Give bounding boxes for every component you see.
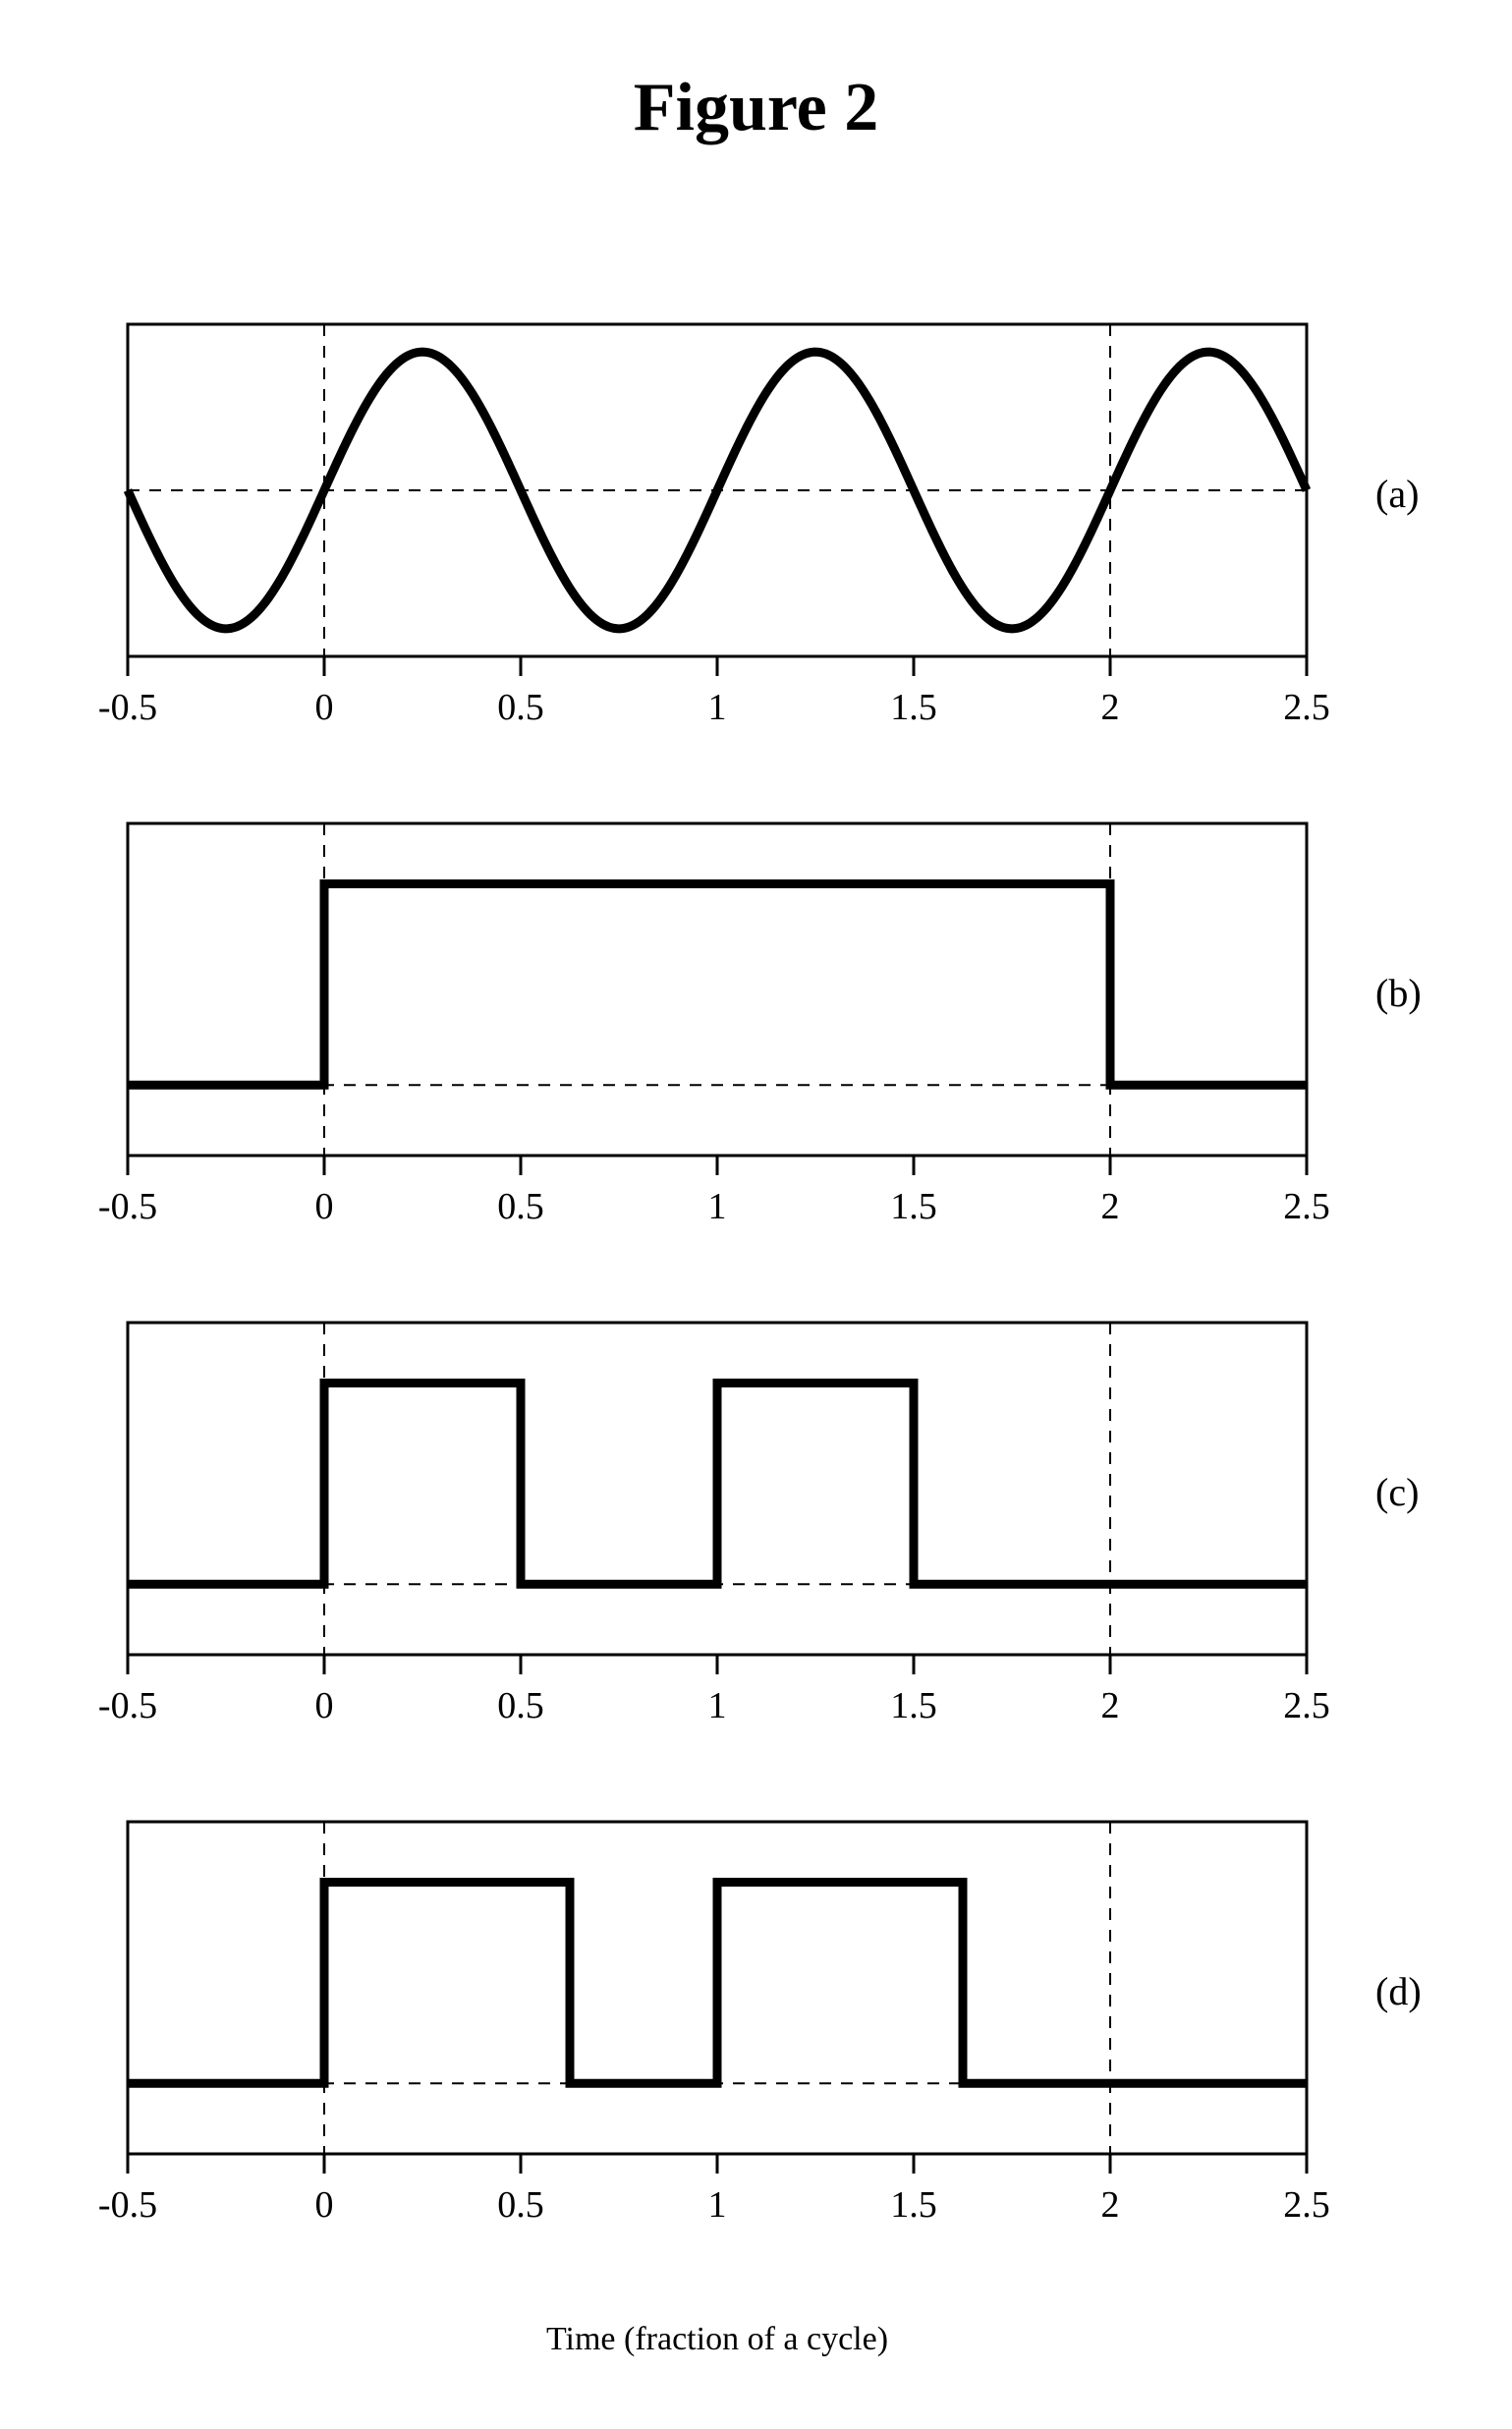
xtick-label: 1.5 xyxy=(890,2184,937,2226)
signal xyxy=(128,1383,1307,1584)
panel-d: -0.500.511.522.5 xyxy=(128,1822,1307,2154)
panel-svg: -0.500.511.522.5 xyxy=(128,1822,1307,2232)
figure-title: Figure 2 xyxy=(0,69,1512,147)
xtick-label: 0 xyxy=(315,1685,334,1726)
xtick-label: 1.5 xyxy=(890,687,937,728)
panel-svg: -0.500.511.522.5 xyxy=(128,324,1307,735)
x-axis-label: Time (fraction of a cycle) xyxy=(128,2321,1307,2358)
xtick-label: 0 xyxy=(315,687,334,728)
xtick-label: 2.5 xyxy=(1283,687,1330,728)
xtick-label: 0.5 xyxy=(497,1186,544,1227)
xtick-label: -0.5 xyxy=(98,687,157,728)
xtick-label: 0 xyxy=(315,1186,334,1227)
xtick-label: 1.5 xyxy=(890,1685,937,1726)
xtick-label: 2.5 xyxy=(1283,1685,1330,1726)
xtick-label: 0.5 xyxy=(497,1685,544,1726)
xtick-label: -0.5 xyxy=(98,2184,157,2226)
xtick-label: 2 xyxy=(1101,1685,1120,1726)
xtick-label: -0.5 xyxy=(98,1685,157,1726)
xtick-label: 2.5 xyxy=(1283,1186,1330,1227)
xtick-label: 0.5 xyxy=(497,2184,544,2226)
xtick-label: 2 xyxy=(1101,1186,1120,1227)
panel-a: -0.500.511.522.5 xyxy=(128,324,1307,656)
signal xyxy=(128,883,1307,1085)
xtick-label: -0.5 xyxy=(98,1186,157,1227)
panel-label: (a) xyxy=(1375,471,1419,517)
xtick-label: 2 xyxy=(1101,687,1120,728)
xtick-label: 1 xyxy=(708,687,727,728)
xtick-label: 1 xyxy=(708,1186,727,1227)
panel-c: -0.500.511.522.5 xyxy=(128,1323,1307,1655)
xtick-label: 2 xyxy=(1101,2184,1120,2226)
xtick-label: 0.5 xyxy=(497,687,544,728)
panel-label: (b) xyxy=(1375,970,1422,1016)
xtick-label: 2.5 xyxy=(1283,2184,1330,2226)
xtick-label: 1 xyxy=(708,2184,727,2226)
panel-svg: -0.500.511.522.5 xyxy=(128,823,1307,1234)
panel-label: (c) xyxy=(1375,1469,1419,1515)
panel-b: -0.500.511.522.5 xyxy=(128,823,1307,1156)
plot-border xyxy=(128,823,1307,1156)
xtick-label: 1.5 xyxy=(890,1186,937,1227)
xtick-label: 1 xyxy=(708,1685,727,1726)
panel-svg: -0.500.511.522.5 xyxy=(128,1323,1307,1733)
xtick-label: 0 xyxy=(315,2184,334,2226)
panel-label: (d) xyxy=(1375,1968,1422,2014)
signal xyxy=(128,1882,1307,2083)
